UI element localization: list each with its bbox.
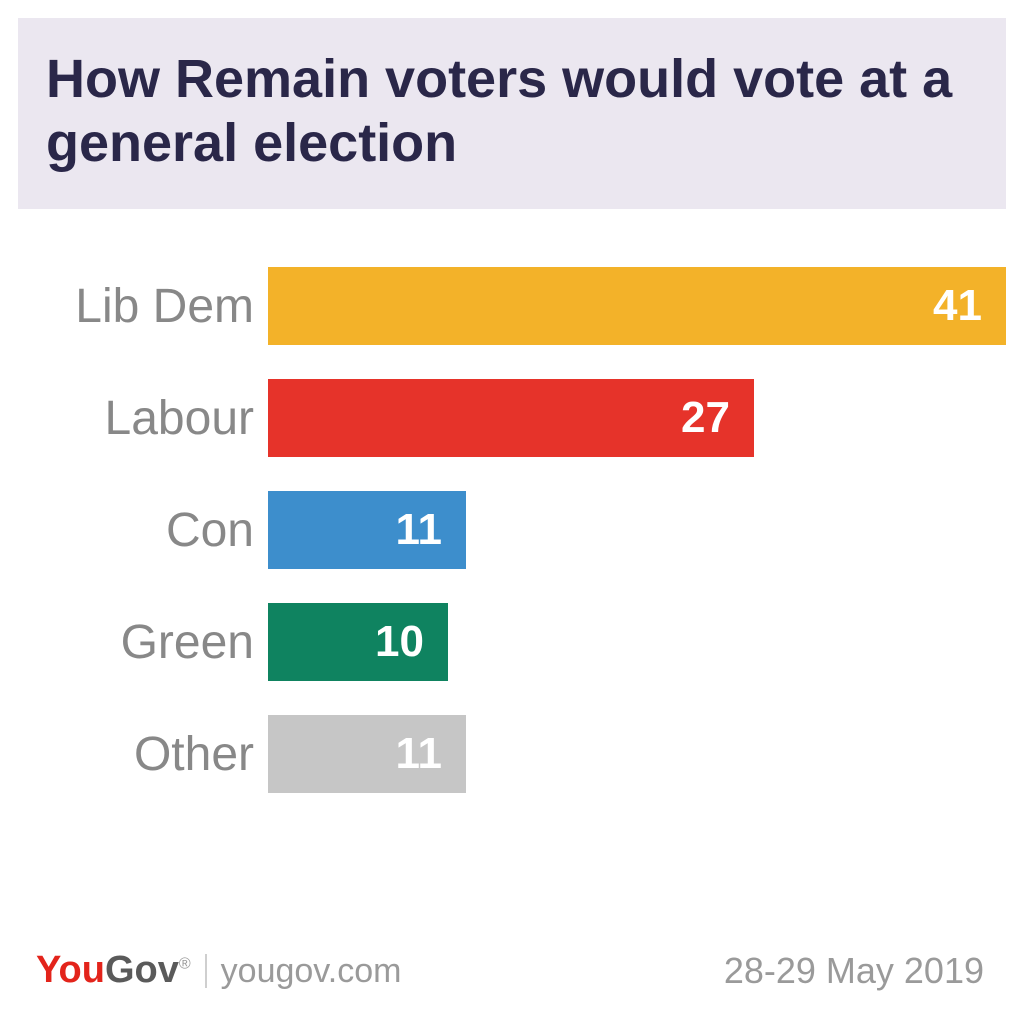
bar-value: 27	[681, 393, 730, 443]
bar-row: Con 11	[28, 491, 1006, 569]
category-label: Green	[28, 615, 268, 670]
bar-con: 11	[268, 491, 466, 569]
bar-green: 10	[268, 603, 448, 681]
bar-value: 11	[395, 505, 442, 555]
category-label: Con	[28, 503, 268, 558]
chart-header: How Remain voters would vote at a genera…	[18, 18, 1006, 209]
bar-chart: Lib Dem 41 Labour 27 Con 11 Green 10	[18, 267, 1006, 793]
site-url: yougov.com	[221, 952, 402, 991]
category-label: Other	[28, 727, 268, 782]
bar-track: 27	[268, 379, 1006, 457]
bar-value: 10	[375, 617, 424, 667]
survey-date: 28-29 May 2019	[724, 950, 984, 992]
brand-block: YouGov® yougov.com	[36, 949, 401, 992]
logo-gov: Gov	[105, 949, 179, 991]
bar-row: Green 10	[28, 603, 1006, 681]
bar-row: Labour 27	[28, 379, 1006, 457]
yougov-logo: YouGov®	[36, 949, 191, 992]
bar-track: 10	[268, 603, 1006, 681]
logo-registered-icon: ®	[179, 955, 191, 972]
bar-labour: 27	[268, 379, 754, 457]
chart-footer: YouGov® yougov.com 28-29 May 2019	[36, 949, 984, 992]
bar-track: 41	[268, 267, 1006, 345]
bar-row: Lib Dem 41	[28, 267, 1006, 345]
category-label: Lib Dem	[28, 279, 268, 334]
bar-track: 11	[268, 715, 1006, 793]
bar-value: 11	[395, 729, 442, 779]
footer-divider	[205, 954, 207, 988]
bar-row: Other 11	[28, 715, 1006, 793]
bar-other: 11	[268, 715, 466, 793]
bar-libdem: 41	[268, 267, 1006, 345]
chart-title: How Remain voters would vote at a genera…	[46, 48, 978, 175]
bar-value: 41	[933, 281, 982, 331]
logo-you: You	[36, 949, 105, 991]
bar-track: 11	[268, 491, 1006, 569]
category-label: Labour	[28, 391, 268, 446]
